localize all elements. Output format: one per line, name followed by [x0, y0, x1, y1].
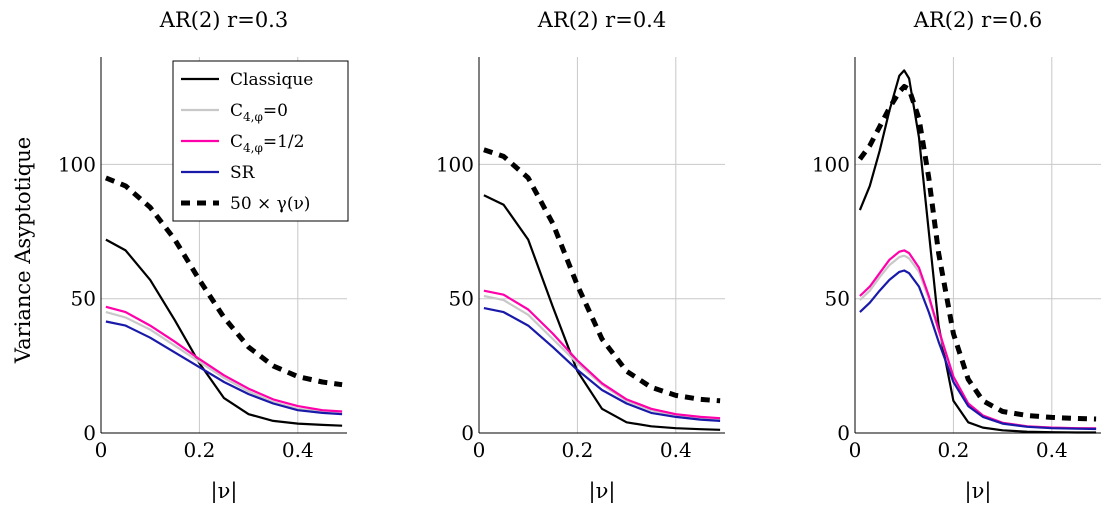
series-line-50 [104, 175, 343, 388]
x-tick-label: 0.4 [660, 438, 692, 462]
x-axis-label: |ν| [589, 479, 616, 504]
y-axis-label: Variance Asyptotique [11, 137, 35, 364]
series-line-classique [105, 238, 343, 427]
series-line-50 [483, 147, 721, 404]
y-tick-label: 100 [436, 152, 474, 176]
series-line-50 [857, 84, 1097, 422]
panel-title: AR(2) r=0.3 [159, 8, 288, 32]
series-line-sr [859, 269, 1097, 431]
chart-panel-2: 0 0.2 0.4 0 50 100 AR(2) r=0.4 |ν| [436, 8, 725, 504]
series-line-c4-1-2 [483, 289, 721, 420]
legend-label: C4,φ=0 [230, 101, 288, 124]
x-tick-label: 0 [849, 438, 862, 462]
panel-title: AR(2) r=0.4 [537, 8, 666, 32]
x-axis-label: |ν| [965, 479, 992, 504]
x-axis-label: |ν| [211, 479, 238, 504]
y-tick-label: 50 [71, 287, 96, 311]
series-line-c4-1-2 [859, 249, 1097, 430]
series-line-c4-0 [859, 254, 1097, 430]
series-line-sr [105, 320, 343, 416]
legend: Classique C4,φ=0 C4,φ=1/2 SR 50 × γ(ν) [172, 60, 349, 222]
legend-label: 50 × γ(ν) [230, 194, 310, 214]
series-line-c4-0 [105, 311, 343, 414]
series-line-classique [483, 194, 721, 431]
y-tick-label: 100 [58, 152, 96, 176]
y-tick-label: 0 [837, 421, 850, 445]
y-tick-label: 50 [449, 287, 474, 311]
legend-label: C4,φ=1/2 [230, 132, 304, 155]
series-line-sr [483, 307, 721, 422]
series-line-c4-1-2 [105, 305, 343, 413]
x-tick-label: 0.2 [183, 438, 215, 462]
x-tick-label: 0.4 [282, 438, 314, 462]
x-tick-label: 0.4 [1036, 438, 1068, 462]
x-tick-label: 0 [95, 438, 108, 462]
x-tick-label: 0.2 [561, 438, 593, 462]
series-line-classique [858, 69, 1097, 434]
series-line-c4-0 [483, 294, 721, 421]
chart-panel-3: 0 0.2 0.4 0 50 100 AR(2) r=0.6 |ν| [812, 8, 1101, 504]
x-tick-label: 0 [473, 438, 486, 462]
y-tick-label: 0 [461, 421, 474, 445]
y-tick-label: 0 [83, 421, 96, 445]
x-tick-label: 0.2 [937, 438, 969, 462]
panel-title: AR(2) r=0.6 [913, 8, 1042, 32]
chart-panel-1: 0 0.2 0.4 0 50 100 AR(2) r=0.3 |ν| [58, 8, 347, 504]
y-tick-label: 50 [825, 287, 850, 311]
legend-label: SR [230, 163, 256, 183]
y-tick-label: 100 [812, 152, 850, 176]
legend-label: Classique [230, 70, 313, 90]
